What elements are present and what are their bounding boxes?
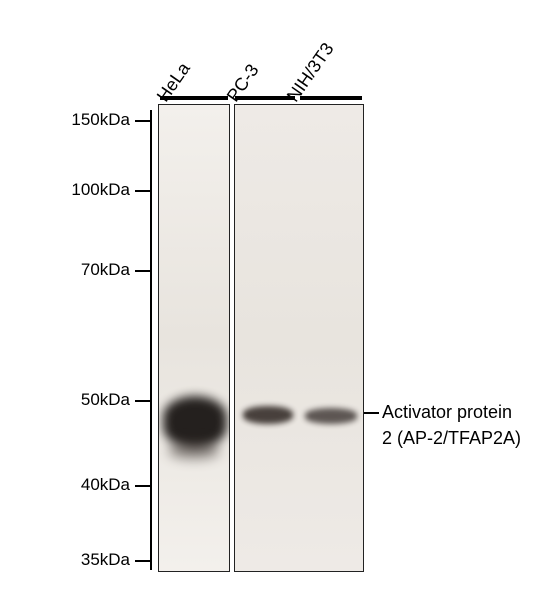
marker-tick-0	[135, 120, 152, 122]
marker-tick-5	[135, 560, 152, 562]
band-3	[305, 408, 357, 424]
blot-panel-1	[234, 104, 364, 572]
marker-label-4: 40kDa	[48, 475, 130, 495]
protein-label-tick	[364, 412, 379, 414]
band-1	[169, 441, 219, 459]
band-2	[243, 406, 293, 424]
marker-axis	[150, 110, 152, 570]
marker-label-0: 150kDa	[48, 110, 130, 130]
blot-panel-0	[158, 104, 230, 572]
marker-tick-3	[135, 400, 152, 402]
protein-label-line2: 2 (AP-2/TFAP2A)	[382, 428, 521, 449]
marker-label-1: 100kDa	[48, 180, 130, 200]
lane-bar-2	[300, 96, 362, 100]
marker-label-3: 50kDa	[48, 390, 130, 410]
marker-tick-4	[135, 485, 152, 487]
marker-tick-1	[135, 190, 152, 192]
protein-label-line1: Activator protein	[382, 402, 512, 423]
marker-tick-2	[135, 270, 152, 272]
marker-label-2: 70kDa	[48, 260, 130, 280]
marker-label-5: 35kDa	[48, 550, 130, 570]
